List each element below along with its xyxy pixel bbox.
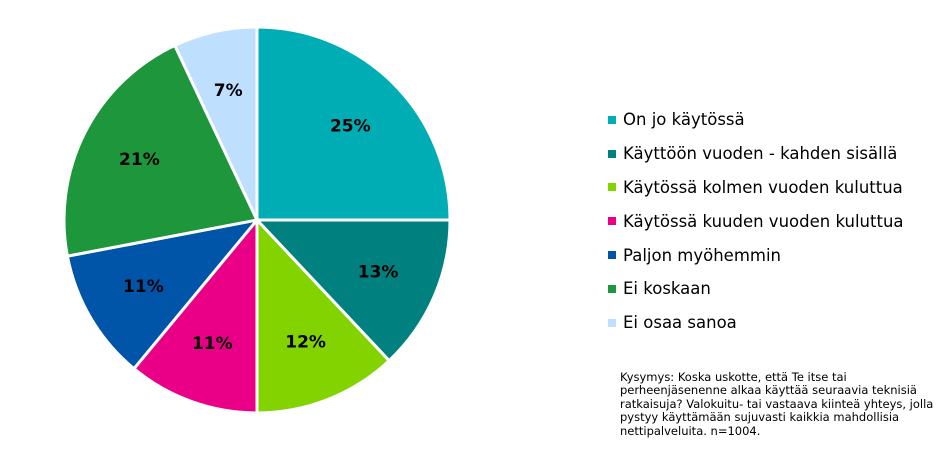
legend-item: Käytössä kuuden vuoden kuluttua bbox=[608, 204, 904, 238]
slice-data-label: 7% bbox=[214, 81, 243, 101]
legend-label: Ei osaa sanoa bbox=[623, 313, 737, 333]
legend-swatch bbox=[608, 318, 616, 327]
legend-item: Paljon myöhemmin bbox=[608, 238, 904, 272]
pie-slices bbox=[62, 25, 452, 415]
legend-swatch bbox=[608, 115, 616, 124]
chart-legend: On jo käytössä Käyttöön vuoden - kahden s… bbox=[608, 103, 904, 340]
slice-data-label: 13% bbox=[358, 262, 399, 282]
legend-item: Käyttöön vuoden - kahden sisällä bbox=[608, 137, 904, 171]
legend-item: On jo käytössä bbox=[608, 103, 904, 137]
slice-data-label: 11% bbox=[192, 334, 233, 354]
legend-item: Ei koskaan bbox=[608, 272, 904, 306]
pie-slice bbox=[173, 25, 259, 222]
slice-data-label: 25% bbox=[330, 117, 371, 137]
legend-swatch bbox=[608, 251, 616, 260]
legend-swatch bbox=[608, 183, 616, 192]
slice-data-label: 11% bbox=[123, 277, 164, 297]
chart-footnote: Kysymys: Koska uskotte, että Te itse tai… bbox=[620, 370, 934, 438]
slice-data-label: 12% bbox=[285, 333, 326, 353]
legend-item: Ei osaa sanoa bbox=[608, 306, 904, 340]
pie-data-labels: 25% 13% 12% 11% 11% 21% 7% bbox=[119, 81, 398, 354]
legend-label: Ei koskaan bbox=[623, 279, 711, 299]
pie-slice bbox=[62, 43, 259, 258]
legend-label: Paljon myöhemmin bbox=[623, 245, 782, 265]
legend-item: Käytössä kolmen vuoden kuluttua bbox=[608, 171, 904, 205]
pie-slice bbox=[255, 25, 452, 222]
legend-label: Käyttöön vuoden - kahden sisällä bbox=[623, 144, 898, 164]
legend-label: Käytössä kuuden vuoden kuluttua bbox=[623, 211, 904, 231]
pie-slice bbox=[132, 218, 259, 415]
legend-label: Käytössä kolmen vuoden kuluttua bbox=[623, 177, 903, 197]
legend-swatch bbox=[608, 284, 616, 293]
legend-swatch bbox=[608, 217, 616, 226]
pie-slice bbox=[255, 218, 452, 363]
pie-slice bbox=[65, 218, 259, 371]
legend-swatch bbox=[608, 149, 616, 158]
legend-label: On jo käytössä bbox=[623, 110, 745, 130]
pie-slice bbox=[255, 218, 391, 415]
slice-data-label: 21% bbox=[119, 150, 160, 170]
pie-chart: 25% 13% 12% 11% 11% 21% 7% bbox=[62, 25, 452, 415]
